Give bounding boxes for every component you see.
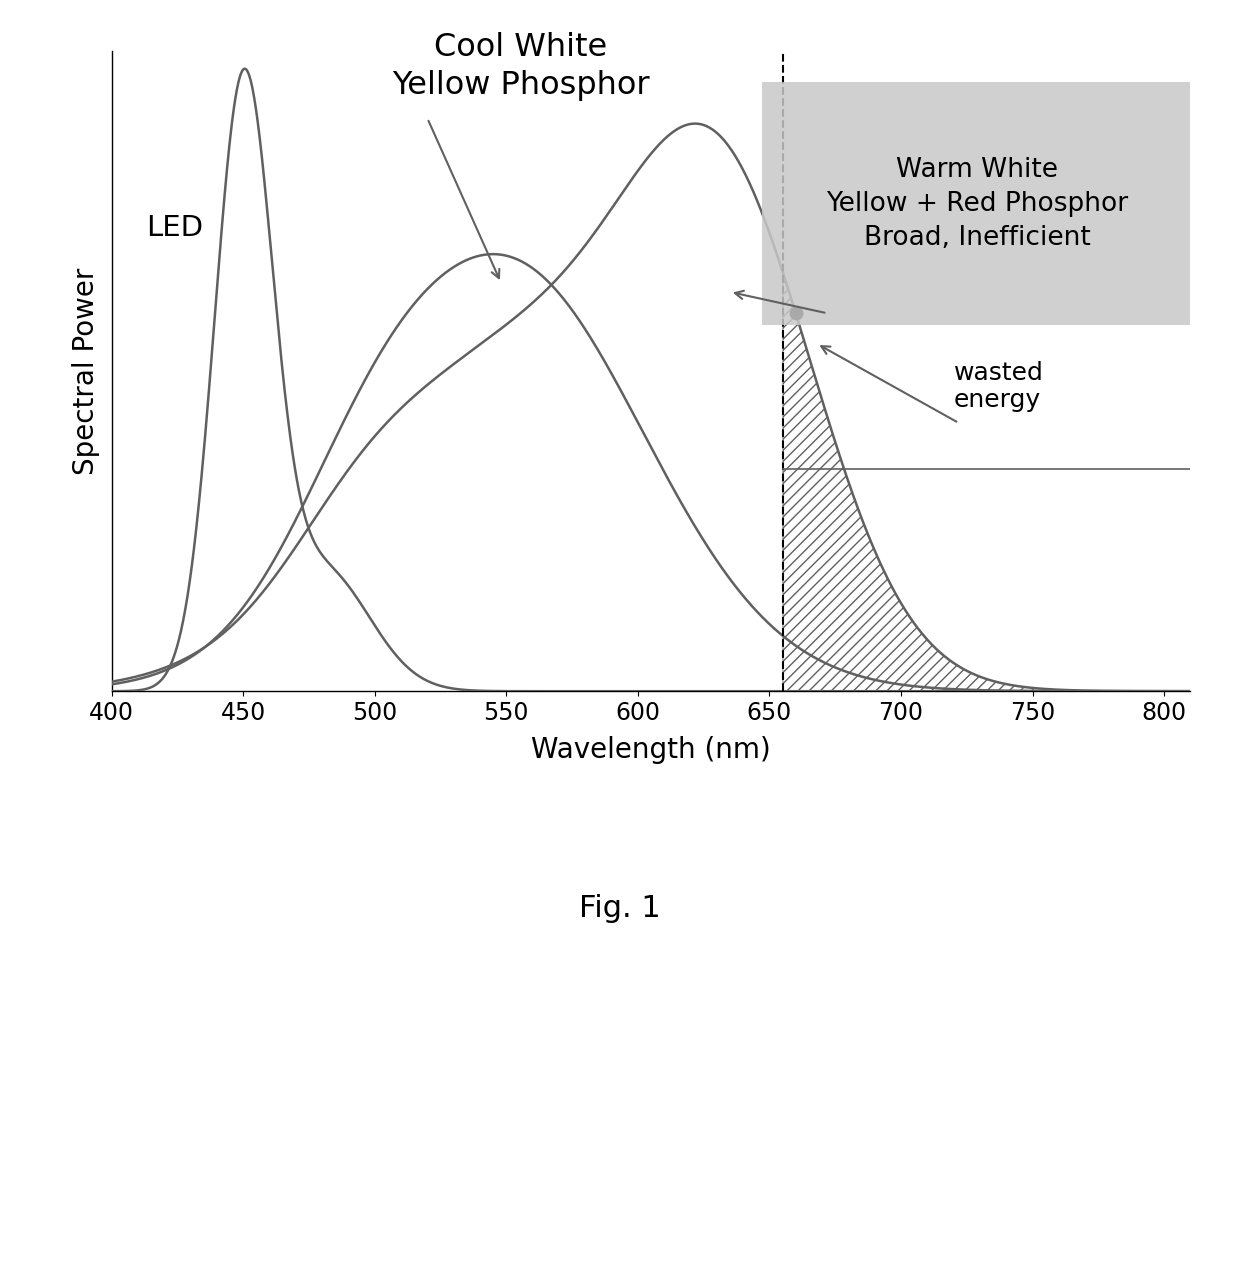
- Y-axis label: Spectral Power: Spectral Power: [72, 268, 100, 475]
- Text: Cool White
Yellow Phosphor: Cool White Yellow Phosphor: [392, 32, 650, 101]
- FancyBboxPatch shape: [761, 82, 1190, 325]
- Text: Fig. 1: Fig. 1: [579, 895, 661, 923]
- Text: wasted
energy: wasted energy: [954, 361, 1044, 412]
- Text: Warm White
Yellow + Red Phosphor
Broad, Inefficient: Warm White Yellow + Red Phosphor Broad, …: [826, 156, 1128, 251]
- X-axis label: Wavelength (nm): Wavelength (nm): [531, 736, 771, 764]
- Text: LED: LED: [146, 214, 203, 242]
